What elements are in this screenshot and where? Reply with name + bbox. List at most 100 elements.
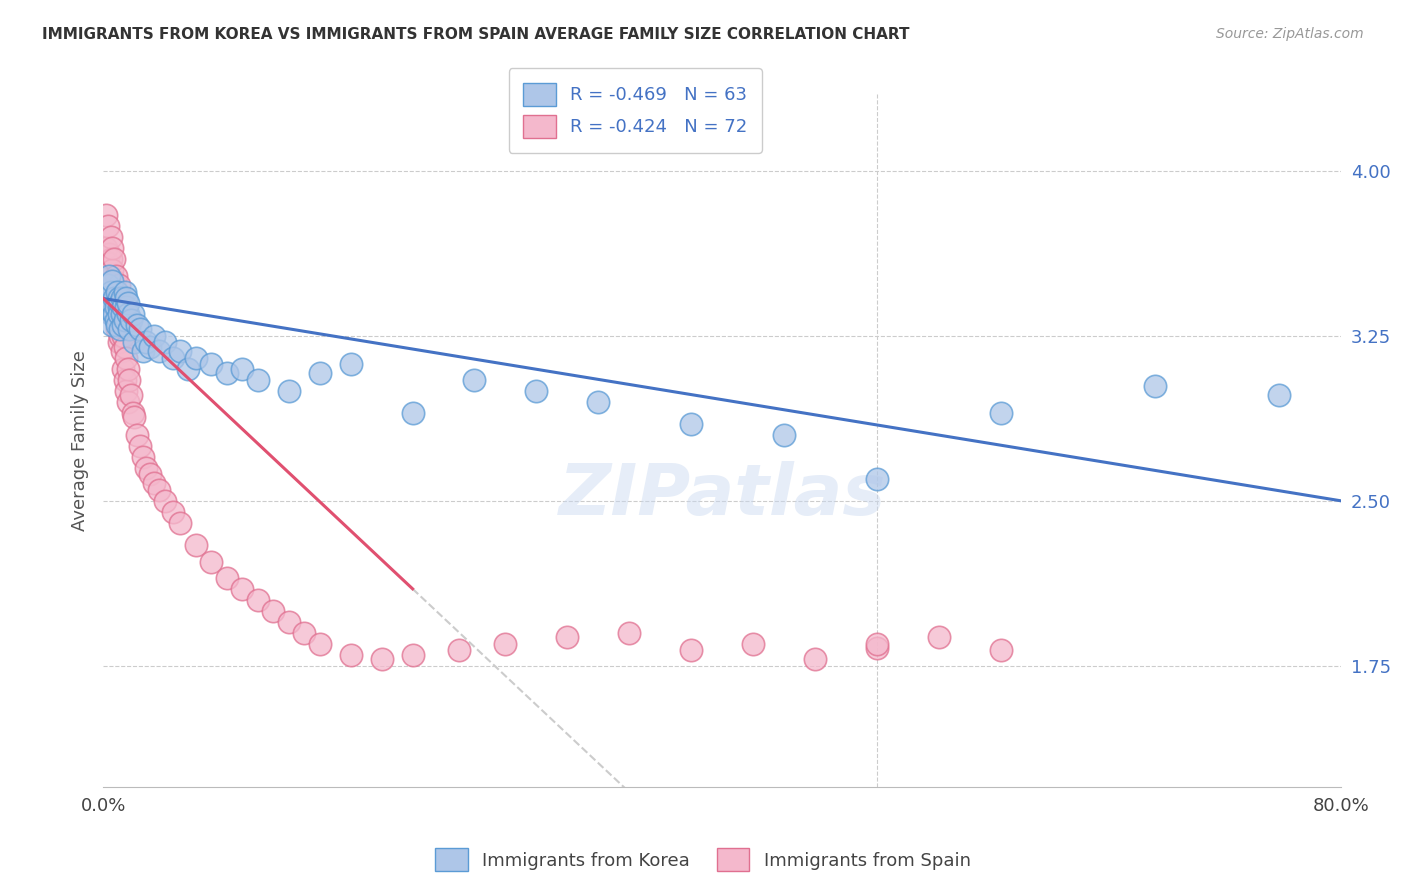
Point <box>588 394 610 409</box>
Point <box>200 358 222 372</box>
Point <box>115 384 138 398</box>
Point <box>866 637 889 651</box>
Point <box>117 307 139 321</box>
Point <box>177 361 200 376</box>
Point <box>153 335 176 350</box>
Point <box>215 366 238 380</box>
Point <box>108 322 131 336</box>
Text: ZIPatlas: ZIPatlas <box>558 461 886 530</box>
Point <box>115 300 138 314</box>
Point <box>112 361 135 376</box>
Point <box>120 313 142 327</box>
Point <box>121 307 143 321</box>
Point <box>184 351 207 365</box>
Point <box>121 406 143 420</box>
Text: Source: ZipAtlas.com: Source: ZipAtlas.com <box>1216 27 1364 41</box>
Point <box>101 241 124 255</box>
Point <box>132 450 155 464</box>
Text: IMMIGRANTS FROM KOREA VS IMMIGRANTS FROM SPAIN AVERAGE FAMILY SIZE CORRELATION C: IMMIGRANTS FROM KOREA VS IMMIGRANTS FROM… <box>42 27 910 42</box>
Point <box>127 427 149 442</box>
Point <box>138 467 160 482</box>
Point <box>681 643 703 657</box>
Point <box>103 292 125 306</box>
Legend: R = -0.469   N = 63, R = -0.424   N = 72: R = -0.469 N = 63, R = -0.424 N = 72 <box>509 68 762 153</box>
Point <box>129 322 152 336</box>
Point <box>557 630 579 644</box>
Point <box>112 318 135 332</box>
Point <box>143 328 166 343</box>
Point <box>773 427 796 442</box>
Point <box>742 637 765 651</box>
Point <box>135 460 157 475</box>
Point <box>463 373 485 387</box>
Point <box>339 648 361 662</box>
Point <box>246 373 269 387</box>
Point <box>231 582 253 596</box>
Point <box>97 219 120 233</box>
Point <box>104 285 127 299</box>
Point <box>104 313 127 327</box>
Point <box>104 269 127 284</box>
Point <box>162 351 184 365</box>
Point <box>100 285 122 299</box>
Point <box>804 652 827 666</box>
Point <box>339 358 361 372</box>
Point <box>101 292 124 306</box>
Point <box>148 344 170 359</box>
Point <box>97 278 120 293</box>
Point <box>96 241 118 255</box>
Point <box>108 328 131 343</box>
Point <box>162 505 184 519</box>
Point <box>135 335 157 350</box>
Point <box>118 322 141 336</box>
Point <box>118 373 141 387</box>
Point <box>100 230 122 244</box>
Point <box>132 344 155 359</box>
Point <box>308 637 330 651</box>
Point <box>308 366 330 380</box>
Y-axis label: Average Family Size: Average Family Size <box>72 350 89 531</box>
Point <box>990 643 1012 657</box>
Point <box>115 351 138 365</box>
Point <box>292 625 315 640</box>
Point <box>169 344 191 359</box>
Point <box>103 307 125 321</box>
Point <box>98 247 121 261</box>
Point <box>447 643 470 657</box>
Point <box>928 630 950 644</box>
Point <box>101 318 124 332</box>
Point <box>401 648 423 662</box>
Point <box>101 274 124 288</box>
Point <box>114 313 136 327</box>
Point <box>114 373 136 387</box>
Point <box>105 292 128 306</box>
Point <box>215 571 238 585</box>
Legend: Immigrants from Korea, Immigrants from Spain: Immigrants from Korea, Immigrants from S… <box>427 841 979 879</box>
Point <box>143 476 166 491</box>
Point <box>112 300 135 314</box>
Point <box>98 269 121 284</box>
Point <box>107 300 129 314</box>
Point <box>103 252 125 266</box>
Point <box>96 292 118 306</box>
Point <box>107 300 129 314</box>
Point <box>122 335 145 350</box>
Point <box>370 652 392 666</box>
Point <box>103 274 125 288</box>
Point <box>1268 388 1291 402</box>
Point <box>184 538 207 552</box>
Point <box>114 285 136 299</box>
Point <box>101 263 124 277</box>
Point <box>153 493 176 508</box>
Point <box>262 604 284 618</box>
Point <box>277 615 299 629</box>
Point <box>246 592 269 607</box>
Point <box>100 278 122 293</box>
Point <box>148 483 170 497</box>
Point <box>107 278 129 293</box>
Point <box>127 318 149 332</box>
Point <box>97 256 120 270</box>
Point <box>200 556 222 570</box>
Point <box>100 252 122 266</box>
Point <box>107 292 129 306</box>
